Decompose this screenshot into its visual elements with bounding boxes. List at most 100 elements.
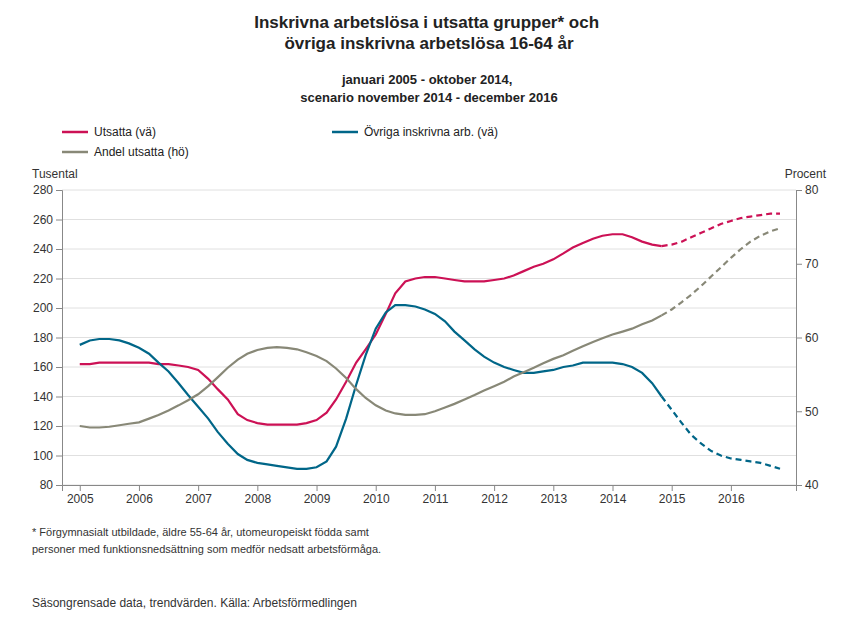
tick-label: 2007 xyxy=(185,492,212,506)
tick: 2007 xyxy=(185,485,212,506)
y2-axis-label: Procent xyxy=(785,167,827,181)
tick: 2015 xyxy=(659,485,686,506)
tick: 100 xyxy=(33,449,62,463)
tick-mark xyxy=(672,485,673,491)
tick-mark xyxy=(80,485,81,491)
tick: 80 xyxy=(40,478,62,492)
legend-item: Övriga inskrivna arb. (vä) xyxy=(332,125,498,139)
tick-label: 2011 xyxy=(423,492,449,506)
tick-label: 40 xyxy=(805,478,819,492)
tick-mark xyxy=(198,485,199,491)
tick: 140 xyxy=(33,390,62,404)
tick: 200 xyxy=(33,301,62,315)
tick-mark xyxy=(56,308,62,309)
legend: Utsatta (vä) Övriga inskrivna arb. (vä) An… xyxy=(62,125,498,159)
chart: Inskrivna arbetslösa i utsatta grupper* … xyxy=(0,0,858,641)
tick-label: 80 xyxy=(805,183,819,197)
tick-label: 2016 xyxy=(718,492,745,506)
tick-mark xyxy=(56,367,62,368)
tick-mark xyxy=(494,485,495,491)
legend-label: Övriga inskrivna arb. (vä) xyxy=(364,125,498,139)
tick: 2012 xyxy=(481,485,508,506)
title-line: övriga inskrivna arbetslösa 16-64 år xyxy=(284,34,574,53)
tick: 2010 xyxy=(363,485,390,506)
tick-label: 2008 xyxy=(244,492,271,506)
tick-mark xyxy=(553,485,554,491)
tick-label: 260 xyxy=(33,213,53,227)
subtitle: januari 2005 - oktober 2014, scenario no… xyxy=(300,72,557,105)
tick: 2008 xyxy=(244,485,271,506)
y2-axis: 40 50 60 70 80 xyxy=(796,183,819,492)
tick-label: 200 xyxy=(33,301,53,315)
tick: 2006 xyxy=(126,485,153,506)
tick: 80 xyxy=(796,183,819,197)
tick: 280 xyxy=(33,183,62,197)
grid-line xyxy=(62,337,796,338)
tick-label: 80 xyxy=(40,478,54,492)
series-line xyxy=(662,397,780,469)
tick: 260 xyxy=(33,213,62,227)
series-line xyxy=(80,305,662,469)
tick-label: 220 xyxy=(33,272,53,286)
grid-line xyxy=(62,455,796,456)
tick: 70 xyxy=(796,257,819,271)
series-line xyxy=(662,228,780,315)
tick: 2014 xyxy=(600,485,627,506)
tick-label: 240 xyxy=(33,242,53,256)
tick-label: 2005 xyxy=(67,492,94,506)
tick: 40 xyxy=(796,478,819,492)
title: Inskrivna arbetslösa i utsatta grupper* … xyxy=(254,13,604,53)
legend-swatch xyxy=(62,131,88,134)
tick: 2016 xyxy=(718,485,745,506)
axis-line xyxy=(797,191,803,486)
series-line xyxy=(80,315,662,427)
plot-lines xyxy=(80,214,780,469)
tick: 160 xyxy=(33,360,62,374)
series-line xyxy=(80,234,662,424)
tick: 60 xyxy=(796,331,819,345)
tick: 2013 xyxy=(540,485,567,506)
footnote: personer med funktionsnedsättning som me… xyxy=(32,543,381,555)
tick-label: 180 xyxy=(33,331,53,345)
series-line xyxy=(662,214,780,246)
tick-label: 100 xyxy=(33,449,53,463)
grid-line xyxy=(62,190,796,191)
tick-mark xyxy=(56,249,62,250)
tick: 220 xyxy=(33,272,62,286)
tick-label: 2015 xyxy=(659,492,686,506)
tick: 180 xyxy=(33,331,62,345)
legend-item: Utsatta (vä) xyxy=(62,125,156,139)
tick-mark xyxy=(56,397,62,398)
x-axis: 2005 2006 2007 2008 2009 2010 2011 2012 2013 2014… xyxy=(63,485,797,506)
legend-swatch xyxy=(332,131,358,134)
tick-label: 120 xyxy=(33,419,53,433)
tick-label: 2013 xyxy=(540,492,567,506)
tick: 2011 xyxy=(423,485,449,506)
tick-label: 70 xyxy=(805,257,819,271)
tick-label: 2006 xyxy=(126,492,153,506)
tick-label: 140 xyxy=(33,390,53,404)
tick-label: 2009 xyxy=(304,492,331,506)
tick-label: 2014 xyxy=(600,492,627,506)
grid-line xyxy=(62,367,796,368)
tick-mark xyxy=(56,426,62,427)
grid-line xyxy=(62,278,796,279)
tick-mark xyxy=(257,485,258,491)
grid-line xyxy=(62,308,796,309)
tick: 50 xyxy=(796,405,819,419)
tick-mark xyxy=(139,485,140,491)
grid-line xyxy=(62,219,796,220)
y-axis-label: Tusental xyxy=(32,167,78,181)
subtitle-line: scenario november 2014 - december 2016 xyxy=(300,90,557,105)
subtitle-line: januari 2005 - oktober 2014, xyxy=(341,72,516,87)
tick: 120 xyxy=(33,419,62,433)
legend-item: Andel utsatta (hö) xyxy=(62,145,189,159)
tick-mark xyxy=(376,485,377,491)
tick: 240 xyxy=(33,242,62,256)
tick: 2005 xyxy=(67,485,94,506)
tick-mark xyxy=(796,411,802,412)
tick-label: 50 xyxy=(805,405,819,419)
tick-mark xyxy=(796,338,802,339)
grid-line xyxy=(62,249,796,250)
axis-line xyxy=(63,486,797,492)
